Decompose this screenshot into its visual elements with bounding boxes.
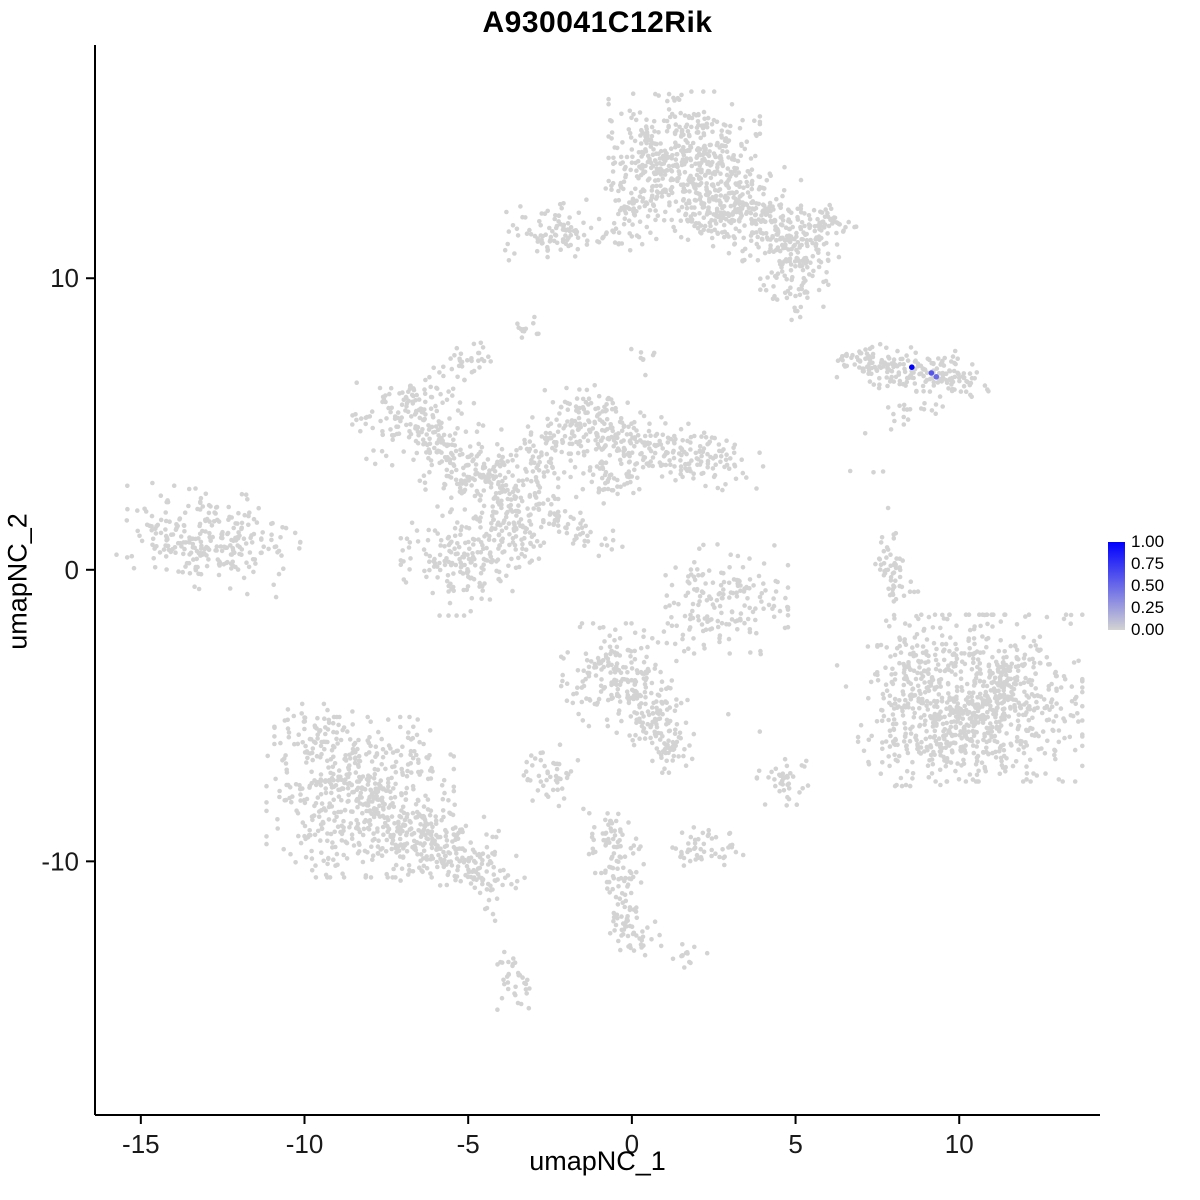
legend-tick-label: 1.00 xyxy=(1131,532,1165,551)
colorbar-legend: 1.00 0.75 0.50 0.25 0.00 xyxy=(1108,532,1200,639)
plot-title: A930041C12Rik xyxy=(482,6,713,39)
y-axis-label: umapNC_2 xyxy=(2,513,33,650)
grey-cells-layer xyxy=(114,89,1085,1012)
expressing-cells-layer xyxy=(909,364,940,380)
legend-tick-label: 0.00 xyxy=(1131,620,1165,639)
colorbar-labels: 1.00 0.75 0.50 0.25 0.00 xyxy=(1131,532,1195,639)
legend-tick-label: 0.25 xyxy=(1131,598,1165,617)
legend-tick-label: 0.50 xyxy=(1131,576,1165,595)
colorbar-gradient xyxy=(1108,542,1125,630)
legend-tick-label: 0.75 xyxy=(1131,554,1165,573)
x-axis-label: umapNC_1 xyxy=(529,1146,666,1176)
